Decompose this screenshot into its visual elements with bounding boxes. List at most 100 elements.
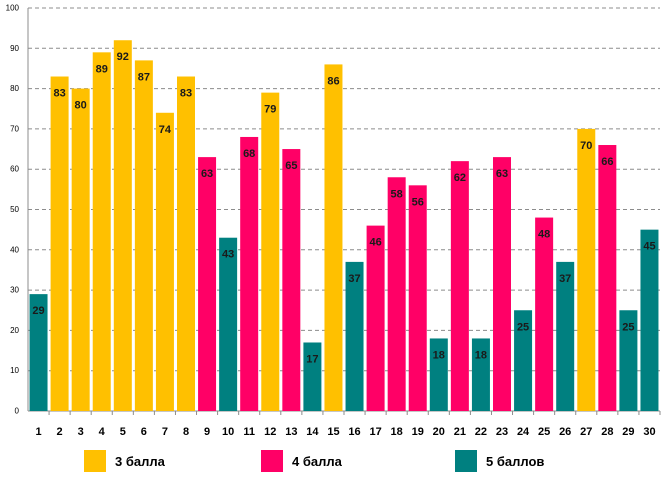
bar-22 — [471, 338, 490, 411]
x-tick-label-27: 27 — [580, 426, 592, 438]
bar-10 — [219, 237, 238, 411]
x-tick-label-9: 9 — [204, 426, 210, 438]
x-tick-label-3: 3 — [78, 426, 84, 438]
y-tick-label: 20 — [10, 326, 19, 335]
bar-18 — [387, 177, 406, 411]
data-label-18: 58 — [391, 188, 403, 200]
data-label-29: 25 — [622, 321, 634, 333]
bar-11 — [240, 136, 259, 411]
y-tick-label: 40 — [10, 245, 19, 254]
data-label-7: 74 — [159, 124, 172, 136]
bar-15 — [324, 64, 343, 412]
bar-29 — [619, 310, 638, 411]
x-tick-label-20: 20 — [433, 426, 445, 438]
data-label-2: 83 — [53, 88, 65, 100]
legend-swatch-3-balla — [84, 450, 106, 472]
x-tick-label-13: 13 — [285, 426, 297, 438]
data-label-17: 46 — [369, 237, 381, 249]
bar-9 — [198, 157, 217, 411]
legend-label-5-ballov: 5 баллов — [486, 453, 545, 469]
x-tick-label-5: 5 — [120, 426, 126, 438]
x-tick-label-18: 18 — [391, 426, 403, 438]
bar-12 — [261, 92, 280, 411]
x-tick-label-29: 29 — [622, 426, 634, 438]
x-tick-label-6: 6 — [141, 426, 147, 438]
data-label-9: 63 — [201, 168, 213, 180]
data-label-4: 89 — [96, 63, 108, 75]
bar-25 — [535, 217, 554, 411]
y-tick-label: 90 — [10, 44, 19, 53]
legend-label-3-balla: 3 балла — [115, 453, 165, 469]
data-label-19: 56 — [412, 196, 424, 208]
y-tick-label: 80 — [10, 84, 19, 93]
bar-13 — [282, 149, 301, 412]
y-tick-label: 60 — [10, 165, 19, 174]
bar-30 — [640, 229, 659, 411]
x-tick-label-25: 25 — [538, 426, 550, 438]
data-label-30: 45 — [643, 241, 655, 253]
data-label-23: 63 — [496, 168, 508, 180]
x-tick-label-28: 28 — [601, 426, 613, 438]
y-tick-label: 50 — [10, 205, 19, 214]
bar-21 — [450, 161, 469, 411]
x-tick-label-1: 1 — [35, 426, 41, 438]
x-tick-label-12: 12 — [264, 426, 276, 438]
y-tick-label: 70 — [10, 124, 19, 133]
bar-16 — [345, 261, 364, 411]
data-label-5: 92 — [117, 51, 129, 63]
data-label-11: 68 — [243, 148, 255, 160]
bar-20 — [429, 338, 448, 411]
x-tick-label-19: 19 — [412, 426, 424, 438]
data-label-8: 83 — [180, 88, 192, 100]
legend-item-4-balla: 4 балла — [261, 449, 342, 473]
bar-19 — [408, 185, 427, 411]
x-tick-label-17: 17 — [369, 426, 381, 438]
x-tick-label-8: 8 — [183, 426, 189, 438]
legend-item-5-ballov: 5 баллов — [455, 449, 544, 473]
data-label-26: 37 — [559, 273, 571, 285]
data-label-24: 25 — [517, 321, 529, 333]
data-label-28: 66 — [601, 156, 613, 168]
bar-28 — [598, 145, 617, 411]
x-tick-label-10: 10 — [222, 426, 234, 438]
data-label-22: 18 — [475, 349, 487, 361]
x-tick-label-16: 16 — [348, 426, 360, 438]
bar-7 — [155, 112, 174, 411]
data-label-20: 18 — [433, 349, 445, 361]
bar-3 — [71, 88, 90, 411]
x-tick-label-2: 2 — [57, 426, 63, 438]
bar-6 — [134, 60, 153, 411]
data-label-13: 65 — [285, 160, 297, 172]
data-label-16: 37 — [348, 273, 360, 285]
bar-17 — [366, 225, 385, 411]
data-label-6: 87 — [138, 71, 150, 83]
x-tick-label-26: 26 — [559, 426, 571, 438]
data-label-14: 17 — [306, 353, 318, 365]
bar-5 — [113, 40, 132, 412]
bar-24 — [514, 310, 533, 411]
bar-1 — [29, 294, 48, 411]
x-tick-label-7: 7 — [162, 426, 168, 438]
bar-26 — [556, 261, 575, 411]
x-tick-label-23: 23 — [496, 426, 508, 438]
data-label-21: 62 — [454, 172, 466, 184]
legend-item-3-balla: 3 балла — [84, 449, 165, 473]
x-tick-label-15: 15 — [327, 426, 339, 438]
x-tick-label-24: 24 — [517, 426, 530, 438]
bar-14 — [303, 342, 322, 411]
data-label-10: 43 — [222, 249, 234, 261]
bar-27 — [577, 128, 596, 411]
bar-2 — [50, 76, 69, 411]
legend-label-4-balla: 4 балла — [292, 453, 342, 469]
x-tick-label-4: 4 — [99, 426, 106, 438]
data-label-27: 70 — [580, 140, 592, 152]
y-tick-label: 0 — [15, 407, 20, 416]
y-tick-label: 100 — [6, 4, 20, 13]
y-tick-label: 30 — [10, 286, 19, 295]
legend-swatch-5-ballov — [455, 450, 477, 472]
x-tick-label-14: 14 — [306, 426, 319, 438]
legend-swatch-4-balla — [261, 450, 283, 472]
x-tick-label-21: 21 — [454, 426, 466, 438]
